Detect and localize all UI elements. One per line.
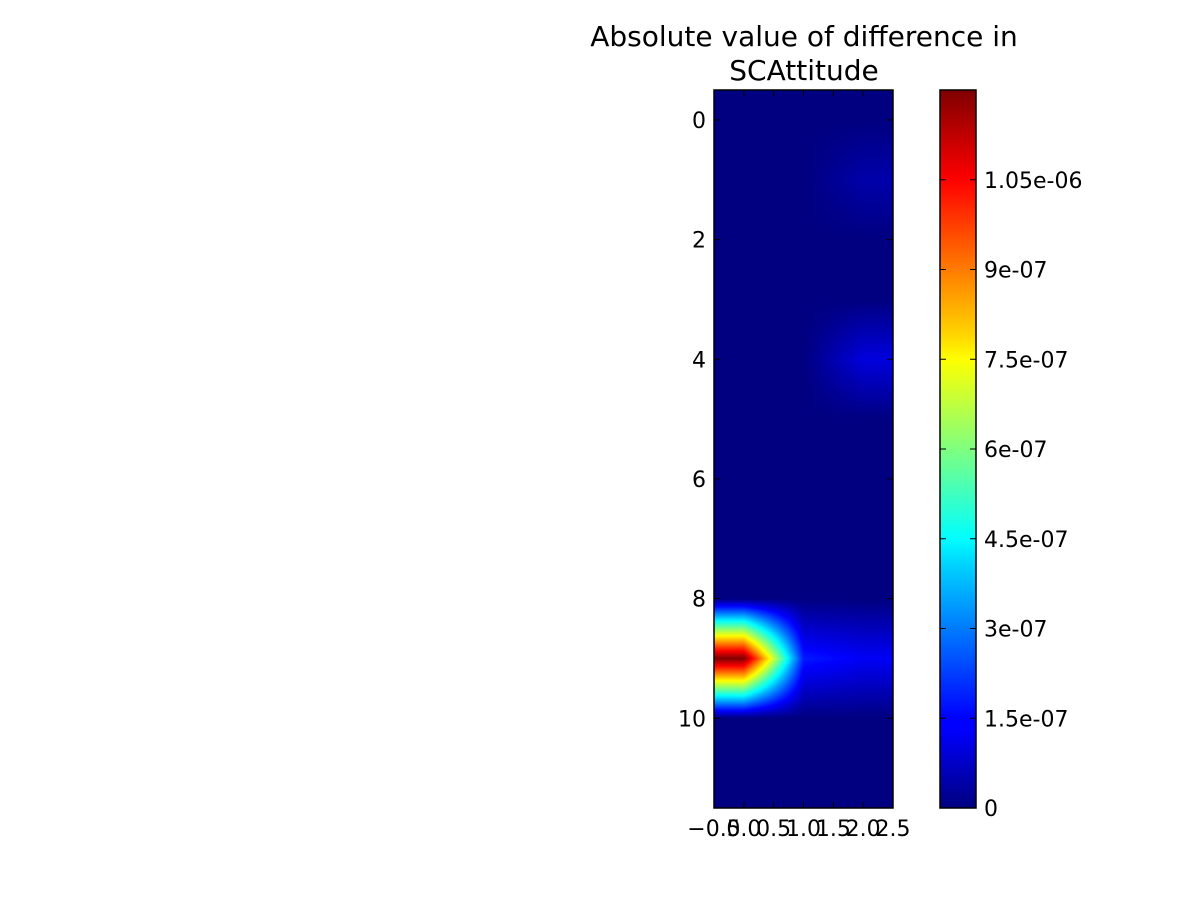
y-tick-label: 6 — [692, 468, 706, 493]
colorbar-tick-label: 4.5e-07 — [984, 528, 1068, 553]
x-tick-label: 2.5 — [876, 817, 911, 842]
heatmap-image — [714, 90, 893, 808]
y-tick-label: 0 — [692, 109, 706, 134]
y-axis: 0 2 4 6 8 10 — [678, 109, 893, 732]
colorbar-axis: 0 1.5e-07 3e-07 4.5e-07 6e-07 7.5e-07 9e-07 1.0… — [940, 169, 1082, 822]
x-axis: −0.50.00.51.01.52.02.5 — [687, 90, 911, 842]
y-tick-label: 10 — [678, 707, 706, 732]
y-tick-label: 4 — [692, 348, 706, 373]
y-tick-label: 2 — [692, 229, 706, 254]
colorbar-tick-label: 9e-07 — [984, 259, 1047, 284]
x-tick-label: 1.0 — [786, 817, 821, 842]
colorbar-tick-label: 3e-07 — [984, 618, 1047, 643]
x-tick-label: −0.5 — [687, 817, 740, 842]
colorbar-tick-label: 1.5e-07 — [984, 707, 1068, 732]
colorbar-tick-label: 7.5e-07 — [984, 348, 1068, 373]
chart-title: Absolute value of difference in SCAttitu… — [590, 20, 1018, 87]
chart-title-line-2: SCAttitude — [729, 54, 878, 87]
chart-title-line-1: Absolute value of difference in — [590, 20, 1018, 53]
x-tick-label: 2.0 — [846, 817, 881, 842]
colorbar-tick-label: 6e-07 — [984, 438, 1047, 463]
colorbar-tick-label: 1.05e-06 — [984, 169, 1082, 194]
colorbar-tick-label: 0 — [984, 797, 998, 822]
x-tick-label: 0.5 — [756, 817, 791, 842]
y-tick-label: 8 — [692, 588, 706, 613]
x-tick-label: 1.5 — [816, 817, 851, 842]
x-tick-label: 0.0 — [726, 817, 761, 842]
